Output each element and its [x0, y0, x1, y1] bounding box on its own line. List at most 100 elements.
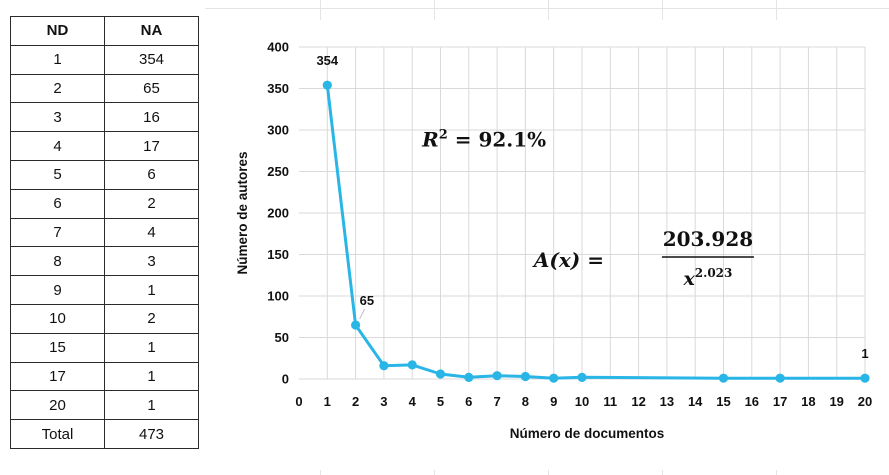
- cell-na: 1: [104, 390, 199, 421]
- cell-nd: 5: [10, 159, 105, 190]
- cell-nd: 10: [10, 303, 105, 334]
- x-tick-label: 8: [522, 394, 529, 409]
- data-point: [492, 371, 502, 381]
- y-tick-label: 50: [275, 330, 289, 345]
- y-tick-label: 300: [267, 123, 289, 138]
- y-tick-label: 350: [267, 81, 289, 96]
- grid-lines: [299, 46, 866, 380]
- table-row: 2 65: [10, 73, 199, 104]
- cell-nd: 1: [10, 44, 105, 75]
- data-label: 354: [316, 53, 338, 68]
- data-point: [520, 371, 530, 382]
- data-point: [379, 361, 389, 371]
- y-tick-label: 150: [267, 247, 289, 262]
- x-tick-label: 13: [660, 394, 674, 409]
- cell-na: 354: [104, 44, 199, 75]
- y-tick-label: 200: [267, 206, 289, 221]
- cell-nd: 7: [10, 217, 105, 248]
- x-tick-label: 6: [465, 394, 472, 409]
- chart-area: 0 50 100 150 200 250 300 350 400 0 1 2 3 4 5 6 7 8 9 10 11 1…: [208, 20, 888, 470]
- y-tick-label: 100: [267, 289, 289, 304]
- equation-lhs: A(x) =: [532, 248, 604, 272]
- total-label: Total: [10, 419, 105, 449]
- denominator-base: x: [682, 268, 695, 290]
- denominator-exponent: 2.023: [695, 266, 733, 280]
- y-tick-label: 250: [267, 164, 289, 179]
- x-tick-label: 11: [603, 394, 617, 409]
- r2-value: = 92.1%: [448, 128, 546, 152]
- cell-na: 1: [104, 361, 199, 392]
- cell-na: 2: [104, 303, 199, 334]
- table-row: 17 1: [10, 361, 199, 392]
- equation-denominator: x2.023: [682, 266, 732, 290]
- x-tick-label: 7: [493, 394, 500, 409]
- cell-nd: 9: [10, 275, 105, 305]
- header-na: NA: [104, 16, 199, 46]
- x-tick-label: 1: [324, 394, 331, 409]
- x-tick-label: 3: [380, 394, 387, 409]
- cell-na: 2: [104, 188, 199, 219]
- cell-nd: 6: [10, 188, 105, 219]
- x-tick-label: 18: [801, 394, 815, 409]
- x-tick-label: 20: [858, 394, 872, 409]
- data-point: [351, 320, 361, 330]
- data-label: 65: [360, 293, 374, 308]
- table-row: 3 16: [10, 102, 199, 133]
- x-tick-label: 5: [437, 394, 444, 409]
- table-row: 4 17: [10, 131, 199, 161]
- cell-nd: 8: [10, 246, 105, 277]
- data-point: [435, 369, 446, 379]
- header-nd: ND: [10, 16, 105, 46]
- series-line: [325, 85, 865, 380]
- r2-prefix: R: [421, 128, 439, 152]
- power-law-equation: A(x) = 203.928 x2.023: [532, 227, 754, 290]
- x-tick-label: 2: [352, 394, 359, 409]
- x-tick-label: 15: [716, 394, 730, 409]
- x-axis-title: Número de documentos: [510, 426, 665, 441]
- x-tick-label: 4: [409, 394, 417, 409]
- y-axis-title: Número de autores: [235, 151, 250, 274]
- r-squared-annotation: R2 = 92.1%: [421, 128, 546, 152]
- cell-nd: 4: [10, 131, 105, 161]
- table-header-row: ND NA: [10, 16, 199, 46]
- table-row: 1 354: [10, 44, 199, 75]
- cell-na: 6: [104, 159, 199, 190]
- table-row: 20 1: [10, 390, 199, 421]
- data-point: [718, 373, 729, 383]
- cell-na: 1: [104, 332, 199, 363]
- data-label: 1: [861, 346, 868, 361]
- y-tick-labels: 0 50 100 150 200 250 300 350 400: [267, 40, 289, 387]
- x-tick-label: 12: [631, 394, 645, 409]
- x-tick-label: 9: [550, 394, 557, 409]
- table-row: 15 1: [10, 332, 199, 363]
- cell-nd: 17: [10, 361, 105, 392]
- x-tick-label: 10: [575, 394, 589, 409]
- r2-superscript: 2: [439, 128, 448, 143]
- cell-na: 3: [104, 246, 199, 277]
- data-label-leader: [359, 308, 366, 320]
- cell-nd: 3: [10, 102, 105, 133]
- x-tick-label: 17: [773, 394, 787, 409]
- cell-na: 65: [104, 73, 199, 104]
- data-point: [860, 373, 870, 383]
- cell-na: 17: [104, 131, 199, 161]
- data-point: [775, 373, 785, 383]
- x-tick-label: 16: [745, 394, 759, 409]
- x-tick-label: 0: [295, 394, 302, 409]
- x-tick-label: 19: [829, 394, 843, 409]
- cell-nd: 15: [10, 332, 105, 363]
- data-point: [577, 372, 587, 382]
- y-tick-label: 400: [267, 40, 289, 55]
- data-point: [549, 373, 559, 383]
- series-layer: [322, 80, 870, 383]
- y-tick-label: 0: [282, 372, 289, 387]
- table-row: 10 2: [10, 303, 199, 334]
- data-point: [464, 372, 474, 382]
- cell-na: 4: [104, 217, 199, 248]
- cell-nd: 20: [10, 390, 105, 421]
